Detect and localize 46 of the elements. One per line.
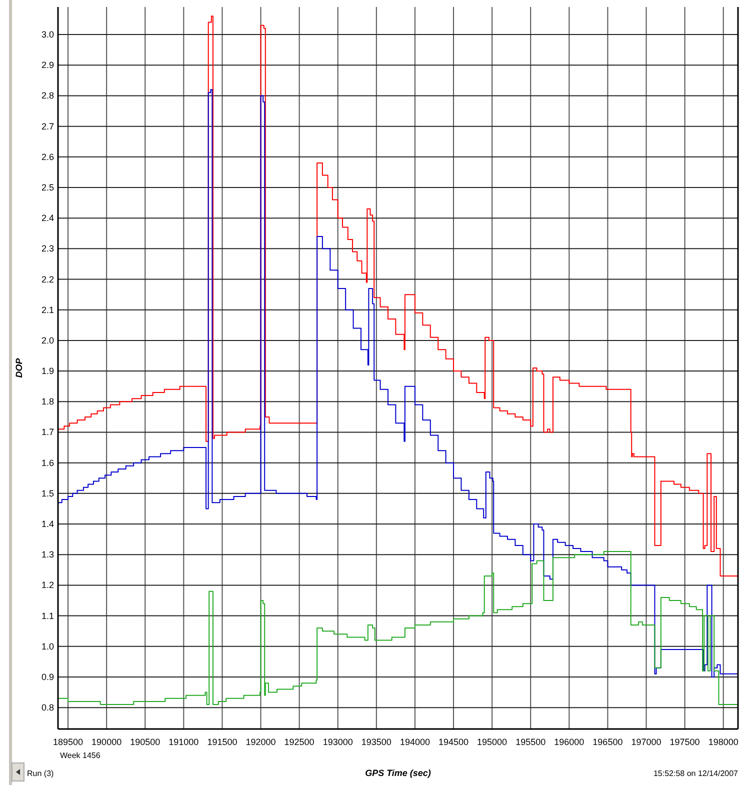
x-tick-label: 189500: [53, 737, 84, 747]
y-tick-label: 1.6: [41, 458, 54, 468]
x-tick-label: 196500: [592, 737, 623, 747]
x-tick-label: 194000: [400, 737, 430, 747]
y-tick-label: 1.2: [41, 580, 54, 590]
y-tick-label: 1.4: [41, 519, 54, 530]
y-tick-label: 2.7: [41, 121, 54, 132]
y-tick-label: 1.5: [41, 488, 54, 498]
y-tick-label: 2.4: [41, 213, 54, 224]
x-tick-label: 197000: [631, 737, 662, 747]
x-tick-label: 190500: [130, 737, 160, 747]
y-tick-label: 0.8: [41, 702, 54, 713]
x-tick-label: 194500: [438, 737, 469, 747]
y-tick-label: 2.1: [41, 304, 54, 315]
x-tick-label: 190000: [92, 737, 122, 747]
x-tick-label: 198000: [708, 737, 738, 747]
x-tick-label: 193500: [361, 737, 392, 747]
x-tick-label: 195500: [516, 737, 546, 747]
x-tick-label: 193000: [322, 737, 353, 747]
x-tick-label: 192500: [284, 737, 314, 747]
y-tick-label: 2.6: [41, 152, 54, 162]
y-tick-label: 3.0: [41, 30, 54, 40]
x-tick-label: 192000: [246, 737, 276, 747]
text: Run (3): [27, 769, 54, 778]
y-axis-title: DOP: [14, 357, 24, 378]
y-tick-label: 2.0: [41, 335, 54, 346]
y-tick-label: 2.9: [41, 60, 54, 70]
y-tick-label: 2.8: [41, 90, 54, 101]
y-tick-label: 1.3: [41, 550, 54, 560]
y-tick-label: 2.2: [41, 274, 54, 284]
y-tick-label: 1.7: [41, 427, 54, 438]
x-tick-label: 191000: [168, 737, 199, 747]
y-tick-label: 2.5: [41, 182, 54, 192]
x-tick-label: 195000: [477, 737, 508, 747]
x-axis-title: GPS Time (sec): [365, 768, 431, 778]
x-tick-label: 196000: [554, 737, 584, 747]
x-tick-label: 191500: [207, 737, 238, 747]
y-tick-label: 1.1: [41, 610, 54, 621]
text: 15:52:58 on 12/14/2007: [653, 769, 739, 778]
text: Week 1456: [60, 751, 101, 760]
y-tick-label: 2.3: [41, 244, 54, 254]
y-tick-label: 1.9: [41, 366, 54, 376]
y-tick-label: 0.9: [41, 672, 54, 682]
y-tick-label: 1.0: [41, 641, 54, 652]
y-tick-label: 1.8: [41, 396, 54, 407]
x-tick-label: 197500: [670, 737, 700, 747]
